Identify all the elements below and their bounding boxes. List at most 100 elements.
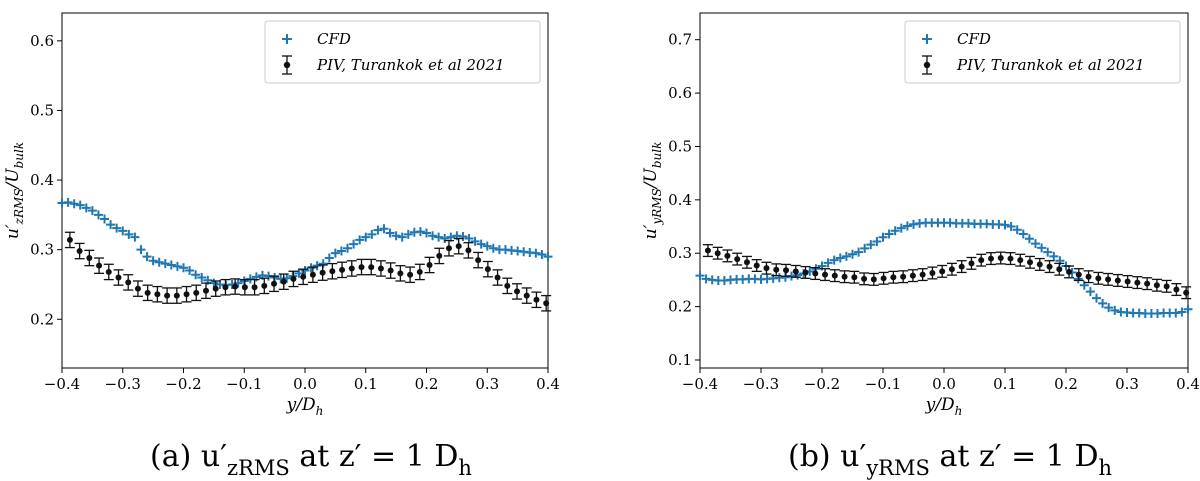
piv-marker [1163,283,1170,290]
x-tick-label: −0.3 [105,375,141,393]
piv-marker [773,266,780,273]
piv-marker [144,289,151,296]
piv-point [888,270,899,284]
cfd-point [349,239,359,249]
cfd-point [75,200,85,210]
piv-point [1073,268,1084,282]
piv-marker [753,262,760,269]
cfd-point [1177,307,1187,317]
piv-point [230,278,241,295]
cfd-point [191,270,201,280]
piv-marker [202,287,209,294]
legend-cfd-label: CFD [317,30,351,48]
piv-point [927,266,938,280]
piv-point [113,269,124,286]
y-tick-label: 0.7 [668,31,692,49]
y-tick-label: 0.1 [668,351,692,369]
cfd-point [695,271,705,281]
cfd-point [300,266,310,276]
piv-point [239,278,250,296]
cfd-point [884,229,894,239]
piv-point [1122,274,1133,289]
cfd-point [872,236,882,246]
cfd-point [464,234,474,244]
cfd-point [330,248,340,258]
piv-marker [1153,282,1160,289]
cfd-point [1024,234,1034,244]
x-tick-label: 0.2 [415,375,439,393]
piv-point [1161,279,1172,293]
piv-point [1093,271,1104,285]
cfd-point [179,263,188,273]
cfd-point [860,243,870,253]
piv-point [463,242,474,259]
piv-marker [812,270,819,277]
legend-entry-piv: PIV, Turankok et al 2021 [282,55,505,75]
piv-point [395,265,406,282]
cfd-point [106,220,116,230]
piv-marker [939,268,946,275]
piv-point [531,291,542,309]
cfd-point [148,256,158,266]
piv-point [1112,273,1123,287]
piv-point [1044,260,1055,274]
cfd-point [336,246,346,256]
y-tick-label: 0.5 [30,101,54,119]
piv-marker [890,274,897,281]
cfd-point [878,232,888,242]
piv-marker [86,255,93,262]
cfd-point [829,255,839,265]
piv-marker [734,256,741,263]
piv-marker [763,265,770,272]
piv-point [741,255,752,269]
piv-marker [329,268,336,275]
piv-point [976,253,987,267]
piv-point [712,246,723,260]
piv-point [132,280,143,297]
cfd-point [1000,220,1010,230]
piv-marker [125,279,132,286]
cfd-point [848,249,857,259]
piv-marker [173,292,180,299]
piv-marker [348,265,355,272]
cfd-point [100,214,110,224]
piv-point [200,282,211,300]
piv-point [1025,255,1036,269]
piv-point [424,256,435,274]
piv-point [771,263,782,277]
piv-marker [714,250,721,257]
legend-cfd-marker [922,34,932,44]
piv-marker [1183,289,1190,296]
piv-marker [241,284,248,291]
x-tick-label: 0.4 [1176,375,1200,393]
piv-point [94,257,105,274]
piv-marker [792,268,799,275]
y-tick-label: 0.6 [30,32,54,50]
cfd-point [81,203,91,213]
piv-point [278,273,289,290]
piv-point [181,285,192,303]
piv-marker [841,273,848,280]
piv-point [966,256,977,270]
cfd-point [1018,229,1028,239]
x-tick-label: −0.4 [44,375,80,393]
piv-point [1064,265,1075,279]
cfd-point [294,268,304,278]
cfd-point [379,224,389,234]
piv-marker [251,284,258,291]
cfd-point [160,259,170,269]
piv-point [521,287,532,304]
cfd-point [543,252,553,262]
piv-point [259,277,270,295]
piv-marker [851,274,858,281]
legend-piv-label: PIV, Turankok et al 2021 [956,56,1145,74]
cfd-point [1012,225,1022,235]
piv-point [288,270,299,288]
cfd-point [854,247,864,257]
piv-marker [1124,278,1131,285]
cfd-point [823,258,833,268]
cfd-point [1110,305,1120,315]
cfd-point [537,250,547,260]
cfd-point [1171,308,1181,318]
